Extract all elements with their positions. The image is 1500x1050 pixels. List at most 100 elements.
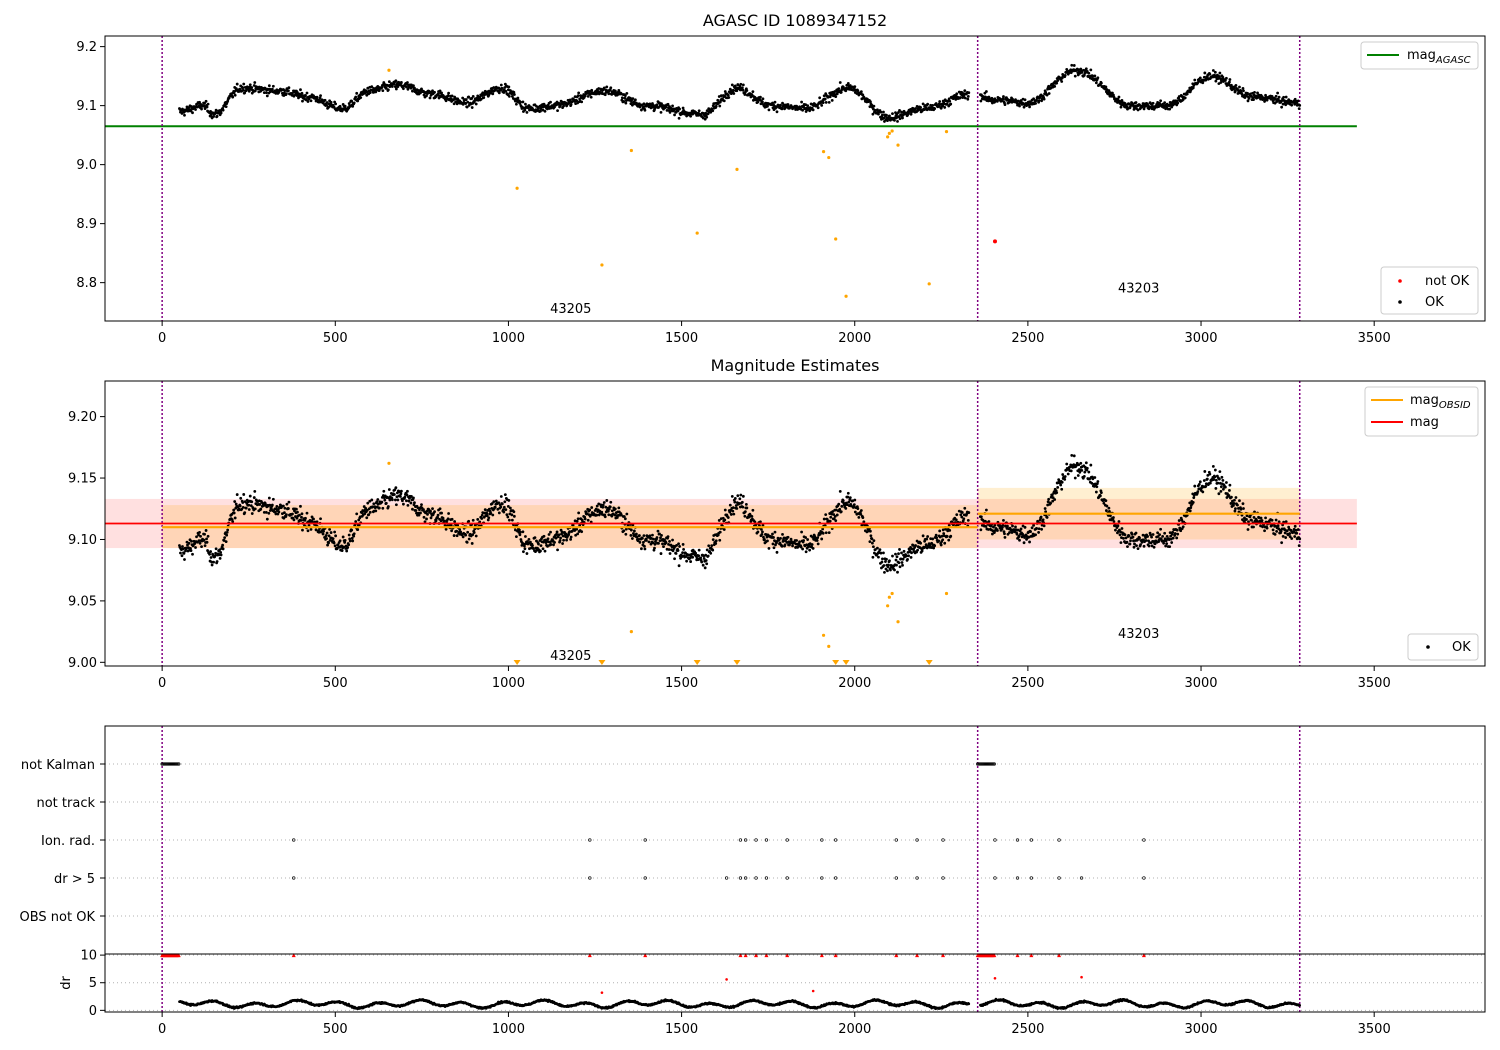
ok-point <box>422 93 426 97</box>
ok-point <box>869 534 873 538</box>
ok-point <box>238 504 242 508</box>
ok-point <box>877 555 880 559</box>
ok-point <box>1214 478 1218 482</box>
ok-point <box>789 537 793 541</box>
ok-point <box>979 515 983 519</box>
ok-point <box>1093 74 1097 78</box>
ok-point <box>806 538 810 541</box>
ok-point <box>467 537 471 541</box>
ok-point <box>900 551 903 555</box>
ok-point <box>522 550 525 554</box>
ok-point <box>1037 531 1041 534</box>
ok-point <box>436 516 439 519</box>
ok-point <box>868 100 872 104</box>
ok-point <box>502 510 506 514</box>
y-tick-label: 9.0 <box>76 158 97 173</box>
ok-point <box>1037 99 1041 102</box>
ok-point <box>253 489 257 493</box>
panel1-legend-upper: magAGASC <box>1360 41 1479 70</box>
ok-point <box>455 529 459 533</box>
ok-point <box>925 537 929 541</box>
ok-point <box>231 520 235 524</box>
ok-point <box>1165 542 1169 546</box>
ok-point <box>623 96 627 100</box>
ok-point <box>847 500 851 504</box>
ok-point <box>398 495 402 498</box>
ok-point <box>338 539 342 543</box>
ok-point <box>718 538 722 542</box>
ok-point <box>491 513 495 517</box>
ok-point <box>512 514 516 518</box>
x-tick-label: 500 <box>323 331 348 346</box>
ok-point <box>181 545 184 548</box>
ok-point <box>1084 67 1088 71</box>
ok-point <box>235 493 239 496</box>
ok-point <box>569 535 573 539</box>
ok-point <box>1056 485 1060 489</box>
ok-point <box>727 96 731 99</box>
ok-point <box>607 92 611 96</box>
ok-point <box>1065 462 1069 466</box>
ok-point <box>411 89 414 93</box>
ok-point <box>740 86 744 90</box>
ok-point <box>326 543 329 547</box>
ok-point <box>846 491 850 495</box>
ok-point <box>474 534 478 538</box>
ok-point <box>872 539 876 543</box>
ok-point <box>328 527 331 531</box>
ok-point <box>743 93 747 96</box>
ok-point <box>963 89 967 93</box>
ok-point <box>1093 476 1097 479</box>
ok-point <box>549 100 552 104</box>
ok-point <box>1241 502 1245 506</box>
ok-point <box>898 565 902 569</box>
ok-point <box>456 523 460 527</box>
ok-point <box>1003 103 1007 107</box>
ok-point <box>588 508 592 512</box>
ok-point <box>416 506 420 510</box>
ok-point <box>394 87 398 91</box>
ok-point <box>478 520 482 524</box>
ok-point <box>947 97 951 101</box>
ok-point <box>1047 92 1051 95</box>
ok-point <box>212 115 215 118</box>
ok-point <box>938 529 942 533</box>
ok-point <box>786 103 790 106</box>
ok-point <box>1290 103 1294 107</box>
ok-point <box>665 108 669 112</box>
ok-point <box>492 500 496 504</box>
ok-point <box>958 96 962 99</box>
ok-point <box>441 516 445 520</box>
ok-point <box>205 537 208 541</box>
ok-point <box>751 90 755 93</box>
ok-point <box>902 549 906 553</box>
ok-point <box>1298 103 1302 107</box>
flagged-point <box>896 620 900 624</box>
ok-point <box>406 489 409 493</box>
ok-point <box>406 87 410 91</box>
ok-point <box>668 539 671 543</box>
ok-point <box>234 506 238 510</box>
ok-point <box>262 504 266 507</box>
ok-point <box>948 528 952 532</box>
ok-point <box>327 534 331 538</box>
ok-point <box>909 112 913 116</box>
ok-point <box>232 508 236 512</box>
ok-point <box>449 523 453 527</box>
ok-point <box>381 506 385 510</box>
ok-point <box>1217 477 1221 481</box>
ok-point <box>360 511 364 515</box>
ok-point <box>232 91 236 95</box>
ok-point <box>1120 527 1124 530</box>
ok-point <box>868 540 872 544</box>
ok-point <box>264 91 268 95</box>
ok-point <box>1201 81 1205 85</box>
ok-point <box>524 535 527 538</box>
ok-point <box>315 95 319 99</box>
ok-point <box>839 510 843 514</box>
ok-point <box>664 105 668 109</box>
ok-point <box>1208 472 1212 476</box>
ok-point <box>224 105 228 109</box>
ok-point <box>233 516 237 520</box>
ok-point <box>919 541 923 545</box>
